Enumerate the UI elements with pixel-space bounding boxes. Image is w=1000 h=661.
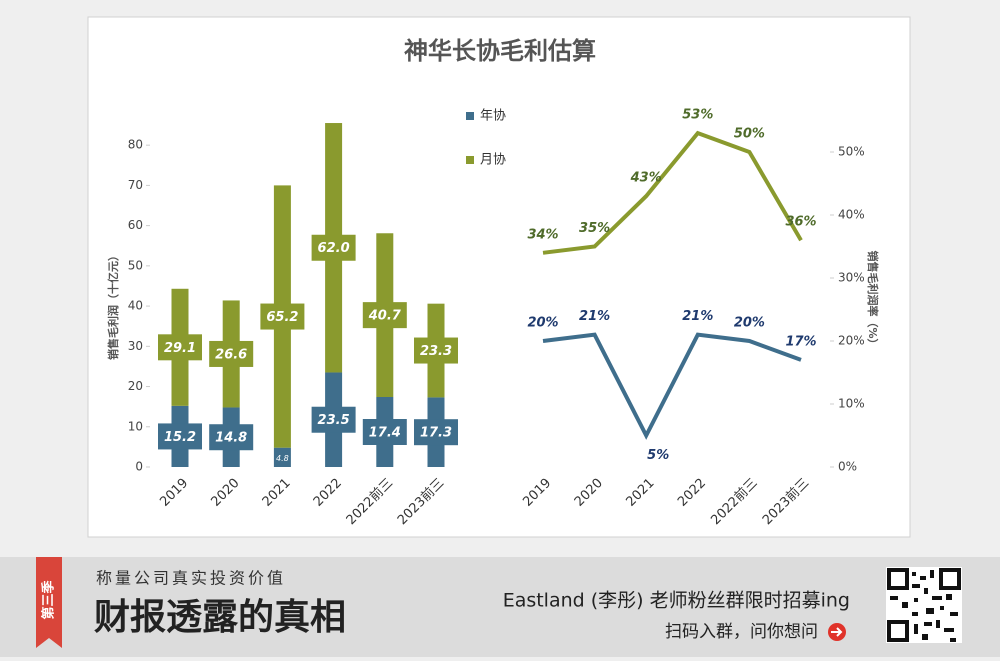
y2-tick-label: 0% [838, 460, 857, 474]
y-axis-label: 销售毛利润（十亿元） [106, 250, 120, 360]
y-tick-label: 70 [128, 178, 143, 192]
value-label: 17% [785, 334, 816, 349]
y2-tick-label: 20% [838, 334, 865, 348]
value-label-box [158, 423, 202, 450]
recruit: Eastland (李彤) 老师粉丝群限时招募ing [503, 590, 850, 612]
value-label-box [311, 234, 356, 261]
value-label-box [362, 302, 407, 329]
value-label: 17.4 [369, 426, 401, 441]
value-label: 26.6 [215, 347, 247, 362]
value-label-box [414, 337, 458, 364]
y-tick-label: 80 [128, 138, 143, 152]
footer: 第三季 称量公司真实投资价值 财报透露的真相 Eastland (李彤) 老师粉… [0, 557, 1000, 657]
value-label: 21% [682, 309, 713, 324]
value-label: 34% [527, 227, 558, 242]
qr-finder [887, 568, 909, 590]
bar [273, 447, 291, 467]
value-label: 21% [579, 309, 610, 324]
value-label: 35% [579, 221, 610, 236]
arrow-glyph [831, 627, 843, 637]
legend-swatch [466, 112, 474, 120]
y-tick-label: 30 [128, 339, 143, 353]
qr-finder [887, 620, 909, 642]
value-label-box [209, 340, 254, 367]
value-label: 20% [527, 316, 558, 331]
legend-label: 年协 [480, 109, 506, 124]
value-label-box [362, 419, 407, 445]
value-label: 29.1 [164, 341, 196, 356]
legend-label: 月协 [480, 153, 506, 168]
y2-tick-label: 30% [838, 271, 865, 285]
value-label: 14.8 [215, 431, 247, 446]
legend-swatch [466, 156, 474, 164]
value-label-box [158, 334, 202, 361]
value-label-box [311, 406, 356, 433]
value-label: 23.3 [420, 344, 452, 359]
y-tick-label: 40 [128, 299, 143, 313]
value-label: 62.0 [318, 241, 350, 256]
y-tick-label: 10 [128, 419, 143, 433]
y2-tick-label: 50% [838, 145, 865, 159]
value-label: 20% [734, 316, 765, 331]
value-label-box [414, 419, 458, 446]
tagline: 称量公司真实投资价值 [96, 569, 286, 588]
value-label: 50% [734, 127, 765, 142]
line [542, 332, 802, 440]
value-label-box [209, 424, 254, 451]
qr-modules [890, 570, 958, 642]
y-tick-label: 0 [135, 460, 143, 474]
value-label-box [260, 303, 305, 330]
line [542, 130, 803, 255]
y-tick-label: 20 [128, 379, 143, 393]
value-label: 53% [682, 108, 713, 123]
qr-finder [939, 568, 961, 590]
value-label: 65.2 [266, 310, 298, 325]
value-label: 15.2 [164, 430, 196, 445]
value-label: 4.8 [276, 454, 289, 463]
brand: 财报透露的真相 [94, 596, 346, 638]
value-label: 43% [630, 171, 662, 186]
season-ribbon [36, 557, 62, 648]
value-label: 23.5 [318, 413, 350, 428]
y2-tick-label: 40% [838, 208, 865, 222]
footer-band [0, 557, 1000, 657]
y-tick-label: 60 [128, 218, 143, 232]
cta: 扫码入群，问你想问 [665, 622, 818, 642]
y2-axis-label: 销售毛利润率（%） [866, 250, 880, 349]
chart-title: 神华长协毛利估算 [404, 37, 596, 65]
value-label: 40.7 [368, 309, 402, 324]
value-label: 5% [647, 448, 669, 463]
value-label: 17.3 [420, 426, 452, 441]
value-label: 36% [785, 215, 816, 230]
y2-tick-label: 10% [838, 397, 865, 411]
season: 第三季 [41, 580, 57, 619]
y-tick-label: 50 [128, 258, 143, 272]
qr-code [886, 567, 962, 643]
chart-card [87, 16, 911, 538]
